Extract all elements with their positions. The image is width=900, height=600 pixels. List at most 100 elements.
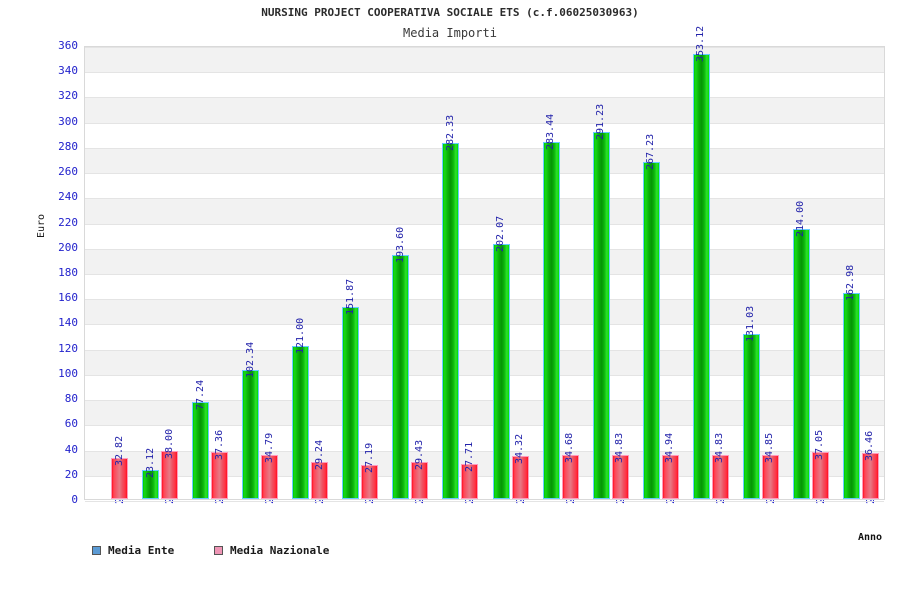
legend-item[interactable]: Media Nazionale (214, 540, 330, 557)
gridline (85, 476, 884, 477)
bar-media-nazionale[interactable] (211, 451, 229, 499)
bar-value-label: 29.43 (413, 439, 425, 470)
bar-media-ente[interactable] (692, 53, 710, 499)
bar-media-nazionale[interactable] (511, 455, 529, 499)
y-axis-tick-label: 100 (58, 366, 78, 380)
bar-media-nazionale[interactable] (711, 455, 729, 499)
y-axis-tick-label: 80 (64, 392, 78, 406)
chart-subtitle: Media Importi (403, 26, 497, 40)
bar-value-label: 267.23 (645, 133, 657, 170)
bar-value-label: 102.34 (244, 341, 256, 378)
legend-item[interactable]: Media Ente (92, 540, 175, 557)
bar-value-label: 121.00 (294, 318, 306, 355)
y-axis-tick-label: 260 (58, 165, 78, 179)
bar-media-nazionale[interactable] (411, 461, 429, 499)
plot-band (85, 349, 884, 375)
bar-media-nazionale[interactable] (611, 455, 629, 499)
y-axis-tick-label: 60 (64, 417, 78, 431)
gridline (85, 451, 884, 452)
plot-band (85, 47, 884, 73)
plot-band (85, 198, 884, 224)
y-axis-tick-label: 240 (58, 190, 78, 204)
y-axis-tick-label: 300 (58, 114, 78, 128)
bar-value-label: 353.12 (695, 25, 707, 62)
chart-title: NURSING PROJECT COOPERATIVA SOCIALE ETS … (261, 6, 639, 19)
bar-value-label: 38.00 (163, 428, 175, 460)
y-axis-tick-label: 20 (64, 467, 78, 481)
bar-value-label: 29.24 (313, 440, 325, 471)
bar-media-nazionale[interactable] (261, 455, 279, 499)
y-axis-tick-label: 200 (58, 240, 78, 254)
bar-media-nazionale[interactable] (861, 453, 879, 499)
bar-value-label: 162.98 (845, 265, 857, 302)
bar-value-label: 34.32 (514, 433, 526, 464)
bar-value-label: 34.68 (564, 433, 576, 464)
y-axis-tick-label: 280 (58, 139, 78, 153)
y-axis-tick-label: 340 (58, 64, 78, 78)
gridline (85, 123, 884, 124)
bar-media-ente[interactable] (592, 131, 610, 499)
bar-value-label: 77.24 (194, 379, 206, 410)
bar-media-ente[interactable] (642, 162, 660, 499)
bar-value-label: 193.60 (394, 226, 406, 263)
bar-value-label: 27.71 (463, 441, 475, 473)
bar-value-label: 291.23 (595, 103, 607, 140)
legend-swatch-icon (92, 546, 101, 555)
gridline (85, 249, 884, 250)
bar-media-ente[interactable] (292, 346, 310, 499)
bar-value-label: 214.00 (795, 200, 807, 238)
bar-value-label: 131.03 (745, 305, 757, 342)
bar-value-label: 151.87 (344, 279, 356, 316)
gridline (85, 198, 884, 199)
x-axis-label: Anno (858, 532, 883, 543)
bar-media-nazionale[interactable] (761, 455, 779, 499)
bar-value-label: 34.94 (664, 432, 676, 463)
bar-media-nazionale[interactable] (111, 457, 129, 499)
legend-swatch-icon (214, 546, 223, 555)
gridline (85, 274, 884, 275)
bar-media-nazionale[interactable] (661, 454, 679, 499)
gridline (85, 501, 884, 502)
gridline (85, 224, 884, 225)
bar-media-ente[interactable] (842, 293, 860, 499)
legend-label: Media Nazionale (230, 544, 330, 557)
gridline (85, 97, 884, 98)
bar-value-label: 282.33 (444, 114, 456, 151)
plot-band (85, 248, 884, 274)
bar-media-nazionale[interactable] (461, 464, 479, 499)
bar-media-ente[interactable] (392, 254, 410, 499)
bar-value-label: 37.36 (213, 429, 225, 460)
bar-media-ente[interactable] (442, 142, 460, 499)
gridline (85, 173, 884, 174)
bar-media-ente[interactable] (342, 307, 360, 499)
legend-label: Media Ente (108, 544, 175, 557)
y-axis-tick-label: 160 (58, 291, 78, 305)
gridline (85, 299, 884, 300)
bar-value-label: 202.07 (495, 216, 507, 253)
bar-value-label: 34.83 (614, 432, 626, 464)
y-axis-tick-label: 320 (58, 89, 78, 103)
bar-media-ente[interactable] (542, 141, 560, 499)
bar-media-nazionale[interactable] (311, 462, 329, 499)
bar-value-label: 34.83 (714, 432, 726, 464)
gridline (85, 400, 884, 401)
bar-media-nazionale[interactable] (811, 452, 829, 499)
gridline (85, 375, 884, 376)
bar-media-nazionale[interactable] (161, 451, 179, 499)
bar-media-nazionale[interactable] (561, 455, 579, 499)
plot-area: 32.82 23.12 38.00 77.24 37.36 102.34 34.79 121.… (84, 26, 885, 502)
plot-band (85, 97, 884, 123)
bar-value-label: 36.46 (864, 430, 876, 462)
bar-media-ente[interactable] (792, 229, 810, 499)
bar-value-label: 32.82 (113, 435, 125, 466)
bar-value-label: 37.05 (814, 430, 826, 461)
bar-media-ente[interactable] (192, 401, 210, 499)
bar-media-ente[interactable] (242, 369, 260, 499)
bar-media-ente[interactable] (142, 469, 160, 499)
gridline (85, 148, 884, 149)
bar-media-nazionale[interactable] (361, 464, 379, 499)
y-axis-tick-label: 180 (58, 266, 78, 279)
bar-media-ente[interactable] (492, 244, 510, 499)
plot-band (85, 147, 884, 174)
bar-media-ente[interactable] (742, 333, 760, 499)
